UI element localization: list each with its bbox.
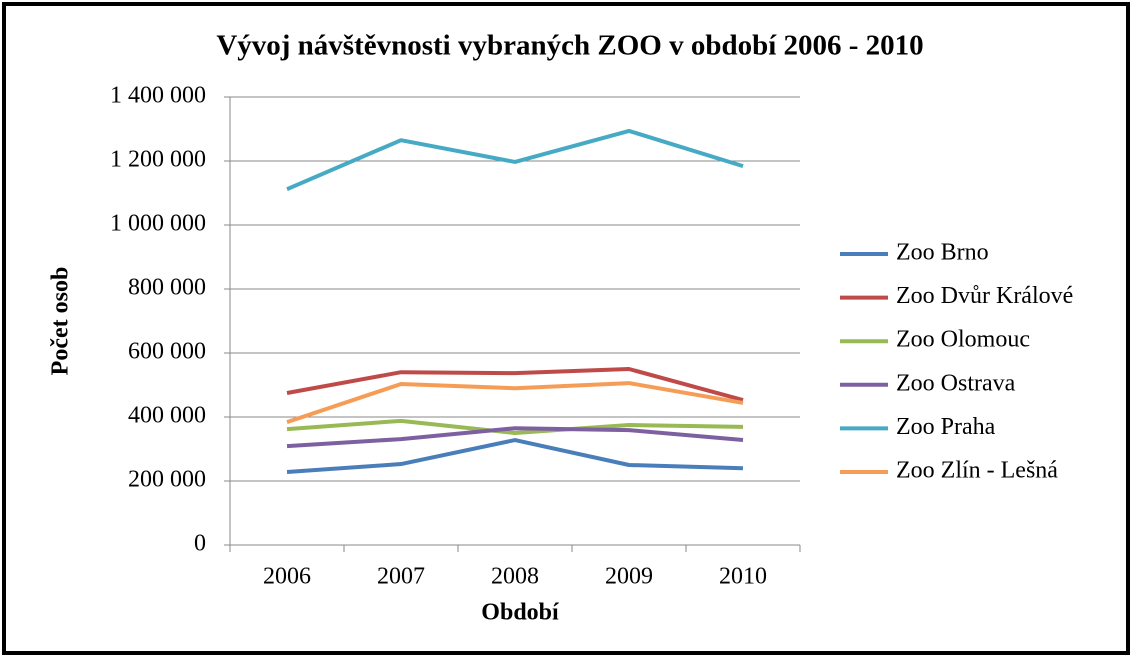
legend-label: Zoo Olomouc xyxy=(896,327,1030,353)
y-axis-label: Počet osob xyxy=(48,267,74,376)
x-tick-label: 2010 xyxy=(719,564,767,590)
x-tick-label: 2008 xyxy=(491,564,539,590)
y-tick-label: 400 000 xyxy=(128,403,206,429)
x-tick-label: 2009 xyxy=(605,564,653,590)
legend-label: Zoo Praha xyxy=(896,414,996,440)
series-line xyxy=(286,438,744,475)
series-line xyxy=(286,367,744,402)
x-tick-label: 2007 xyxy=(377,564,425,590)
series-line xyxy=(286,426,744,449)
legend-label: Zoo Zlín - Lešná xyxy=(896,458,1058,484)
y-tick-label: 800 000 xyxy=(128,275,206,301)
legend-label: Zoo Dvůr Králové xyxy=(896,283,1073,309)
y-tick-label: 1 400 000 xyxy=(110,83,206,109)
y-tick-label: 600 000 xyxy=(128,339,206,365)
y-tick-label: 1 200 000 xyxy=(110,147,206,173)
y-tick-label: 1 000 000 xyxy=(110,211,206,237)
legend-label: Zoo Brno xyxy=(896,240,989,266)
y-tick-label: 0 xyxy=(194,531,206,557)
y-tick-label: 200 000 xyxy=(128,467,206,493)
x-axis-label: Období xyxy=(481,600,559,626)
chart-title: Vývoj návštěvnosti vybraných ZOO v obdob… xyxy=(216,30,923,62)
x-tick-label: 2006 xyxy=(263,564,311,590)
legend-label: Zoo Ostrava xyxy=(896,370,1016,396)
series-line xyxy=(286,381,744,425)
series-line xyxy=(286,128,744,191)
series-line xyxy=(286,418,744,435)
